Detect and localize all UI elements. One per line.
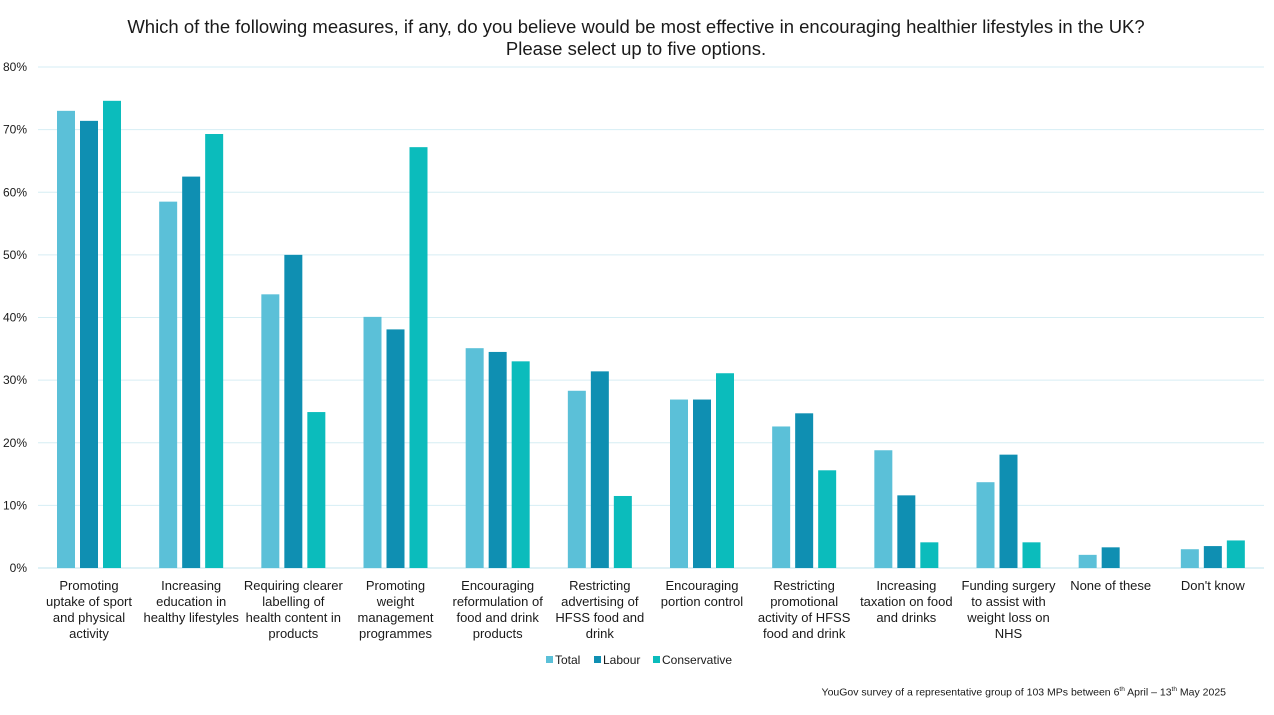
- x-tick-label-7: Encouraging portion control: [661, 578, 743, 609]
- legend-label-total: Total: [555, 653, 580, 667]
- bar-total-1: [57, 110, 75, 569]
- bar-conservative-8: [818, 470, 837, 568]
- legend-swatch-conservative: [653, 656, 660, 663]
- bar-conservative-1: [103, 100, 121, 568]
- bar-conservative-2: [205, 134, 224, 569]
- bar-total-10: [976, 482, 995, 568]
- x-axis: Promoting uptake of sport and physical acti…: [46, 578, 1245, 641]
- x-tick-label-6: Restricting advertising of HFSS food and dr…: [555, 578, 644, 641]
- x-tick-label-12: Don't know: [1181, 578, 1246, 593]
- bar-conservative-4: [409, 147, 428, 568]
- legend: Total Labour Conservative: [546, 653, 732, 667]
- bar-total-8: [772, 426, 791, 568]
- bar-labour-2: [182, 176, 201, 568]
- bar-labour-7: [693, 399, 711, 568]
- legend-swatch-total: [546, 656, 553, 663]
- legend-swatch-labour: [594, 656, 601, 663]
- bar-labour-4: [386, 329, 405, 568]
- source-footnote: YouGov survey of a representative group …: [822, 686, 1226, 699]
- x-tick-label-8: Restricting promotional activity of HFSS fo…: [758, 578, 851, 641]
- bar-labour-6: [590, 371, 609, 568]
- bar-labour-5: [488, 351, 507, 568]
- bar-conservative-6: [613, 495, 632, 568]
- bar-labour-3: [284, 254, 303, 568]
- footnote-sup-1: th: [1119, 686, 1125, 693]
- bar-total-12: [1180, 549, 1199, 568]
- legend-label-conservative: Conservative: [662, 653, 732, 667]
- x-tick-label-2: Increasing education in healthy lifestyles: [143, 578, 239, 625]
- x-tick-label-3: Requiring clearer labelling of health cont…: [244, 578, 344, 641]
- x-tick-label-5: Encouraging reformulation of food and drin…: [453, 578, 544, 641]
- bar-total-4: [363, 316, 382, 568]
- y-tick-label-20: 20%: [3, 436, 27, 450]
- bar-conservative-5: [511, 361, 530, 568]
- bar-total-11: [1078, 554, 1097, 568]
- bar-labour-12: [1203, 546, 1222, 568]
- bar-labour-11: [1101, 547, 1120, 568]
- bar-labour-8: [795, 413, 814, 568]
- bar-total-7: [670, 399, 688, 568]
- bar-total-9: [874, 450, 893, 568]
- y-tick-label-50: 50%: [3, 248, 27, 262]
- footnote-prefix: YouGov survey of a representative group …: [821, 686, 1120, 699]
- y-tick-label-10: 10%: [3, 498, 27, 512]
- x-tick-label-4: Promoting weight management programmes: [358, 578, 434, 641]
- x-tick-label-10: Funding surgery to assist with weight loss…: [962, 578, 1056, 641]
- bar-conservative-7: [716, 373, 734, 568]
- bar-total-5: [465, 348, 484, 568]
- bar-total-6: [567, 390, 586, 568]
- y-tick-label-60: 60%: [3, 185, 27, 199]
- legend-label-labour: Labour: [603, 653, 640, 667]
- gridlines: [38, 66, 1264, 569]
- bar-conservative-9: [920, 542, 939, 568]
- footnote-sup-2: th: [1171, 686, 1177, 693]
- y-tick-label-40: 40%: [3, 311, 27, 325]
- y-tick-label-0: 0%: [10, 561, 28, 575]
- chart-title: Which of the following measures, if any,…: [127, 16, 1145, 59]
- bar-conservative-3: [307, 412, 326, 568]
- y-tick-label-80: 80%: [3, 60, 27, 74]
- bar-conservative-10: [1022, 542, 1041, 568]
- x-tick-label-9: Increasing taxation on food and drinks: [860, 578, 953, 625]
- bar-labour-10: [999, 454, 1018, 568]
- bar-labour-9: [897, 495, 916, 568]
- bar-labour-1: [80, 120, 98, 569]
- x-tick-label-11: None of these: [1070, 578, 1151, 593]
- x-tick-label-1: Promoting uptake of sport and physical acti…: [46, 578, 132, 641]
- y-tick-label-30: 30%: [3, 373, 27, 387]
- bar-total-3: [261, 294, 280, 568]
- bar-conservative-12: [1226, 540, 1245, 568]
- y-tick-label-70: 70%: [3, 123, 27, 137]
- y-axis: 0% 10% 20% 30% 40% 50% 60% 70% 80%: [3, 60, 27, 575]
- footnote-middle: April – 13: [1124, 686, 1172, 699]
- footnote-suffix: May 2025: [1176, 686, 1226, 699]
- bars: [57, 100, 1245, 569]
- bar-total-2: [159, 201, 178, 569]
